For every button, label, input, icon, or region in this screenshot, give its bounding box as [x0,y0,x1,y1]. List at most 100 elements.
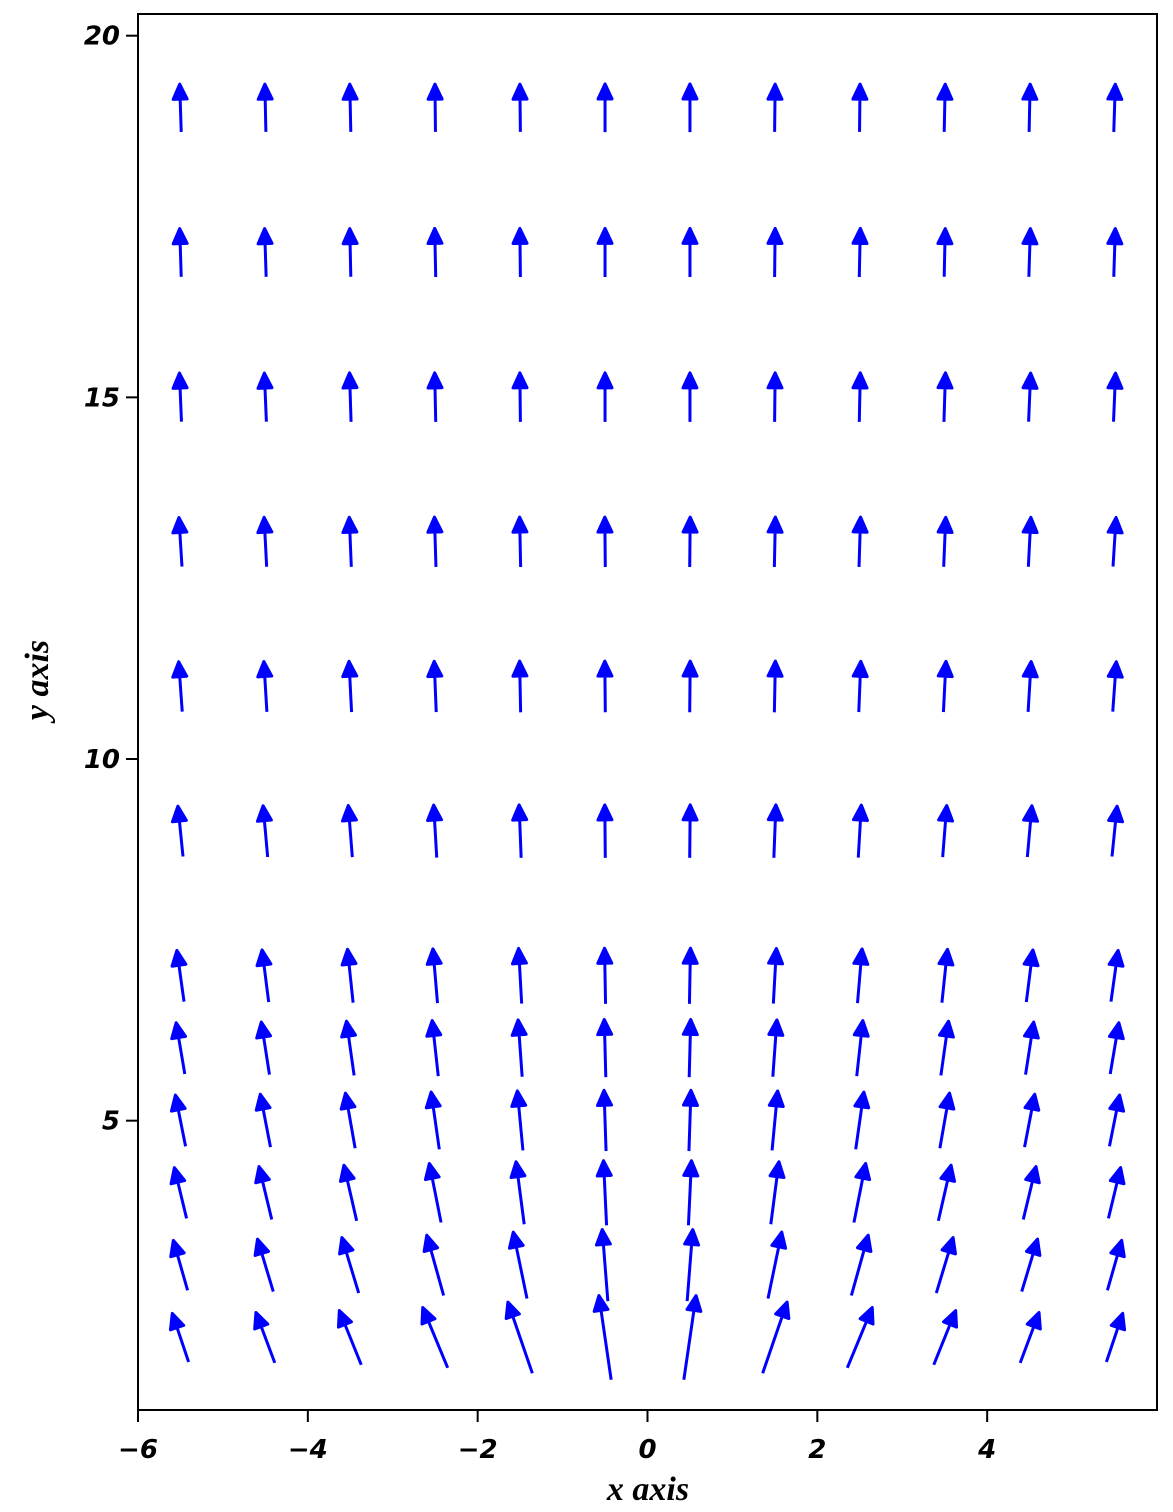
arrow [426,371,444,422]
arrow [851,659,869,713]
arrow [1021,1165,1041,1220]
arrow [1104,1311,1127,1363]
arrow [256,82,274,132]
arrow [340,1019,357,1076]
arrow [511,371,529,422]
arrow [768,1160,786,1225]
arrow [340,947,358,1003]
arrow [767,946,785,1004]
y-tick-label: 20 [84,22,120,52]
arrow [338,1163,359,1222]
arrow [766,226,784,278]
arrow [425,1019,443,1077]
arrow [253,1311,277,1364]
arrow [853,1090,871,1150]
arrow [851,803,869,858]
arrow [1105,1238,1126,1291]
arrow [851,371,869,422]
arrow [255,804,273,858]
arrow [1107,1093,1126,1147]
arrow [937,804,955,858]
arrow [851,515,869,568]
arrow [340,804,358,858]
arrow [1018,1311,1042,1364]
arrow [507,1230,529,1299]
x-tick-label: 0 [638,1435,656,1465]
arrow [592,1294,613,1380]
arrow [936,227,954,277]
arrow [341,227,359,277]
arrow [511,82,529,132]
arrow [170,1021,188,1075]
arrow [936,515,954,567]
arrow [681,515,699,567]
arrow [255,1020,273,1075]
arrow [938,1019,955,1076]
arrow [766,803,784,858]
arrow [932,1309,959,1366]
arrow [1107,1021,1125,1075]
arrow [426,803,444,858]
arrow [1106,82,1124,132]
arrow [936,371,954,422]
arrow [596,371,614,422]
arrow [681,371,699,422]
arrow [682,1159,700,1226]
arrow [168,1311,191,1363]
arrow [1022,1020,1040,1075]
arrow [766,82,784,132]
arrow [256,660,274,712]
arrow [596,803,614,858]
y-axis-label: y axis [19,640,56,724]
arrow [171,516,189,567]
arrow [596,226,614,277]
arrow [338,1236,361,1294]
arrow [1021,227,1039,277]
arrow [766,371,784,422]
arrow [170,804,188,857]
arrow [849,1233,873,1296]
arrow [595,1159,613,1226]
arrow [1106,660,1124,712]
arrow [766,1230,788,1299]
arrow [426,226,444,278]
arrow [171,371,189,422]
plot-frame [137,13,1158,1411]
arrow [171,660,189,712]
arrow [504,1300,534,1374]
arrow [681,1017,699,1078]
arrow [424,1090,442,1150]
arrow [596,659,614,713]
x-axis-label: x axis [606,1471,689,1508]
arrow [420,1306,450,1369]
arrow [341,82,359,132]
arrow [852,1161,872,1223]
arrow [596,1017,614,1078]
x-tick-label: 4 [977,1435,996,1465]
arrow [1022,948,1040,1003]
arrow [681,803,699,858]
arrow [256,371,274,422]
arrow [596,946,614,1004]
arrow [767,1089,785,1151]
x-tick-label: −6 [118,1435,158,1465]
arrow [934,1236,957,1294]
arrow [851,226,869,278]
arrow [511,226,529,278]
arrow [509,1160,527,1225]
arrow [845,1306,875,1369]
arrow [1106,1166,1126,1219]
arrow [1021,82,1039,132]
arrow [170,948,188,1002]
arrow [1021,660,1039,712]
arrow [341,371,359,422]
arrow [169,1093,188,1147]
arrow [681,946,699,1004]
arrow [253,1237,275,1293]
arrow [852,1019,870,1077]
arrow [681,82,699,133]
arrow [339,1091,357,1149]
arrow [1021,515,1039,567]
arrow [256,227,274,277]
arrow [341,515,359,567]
